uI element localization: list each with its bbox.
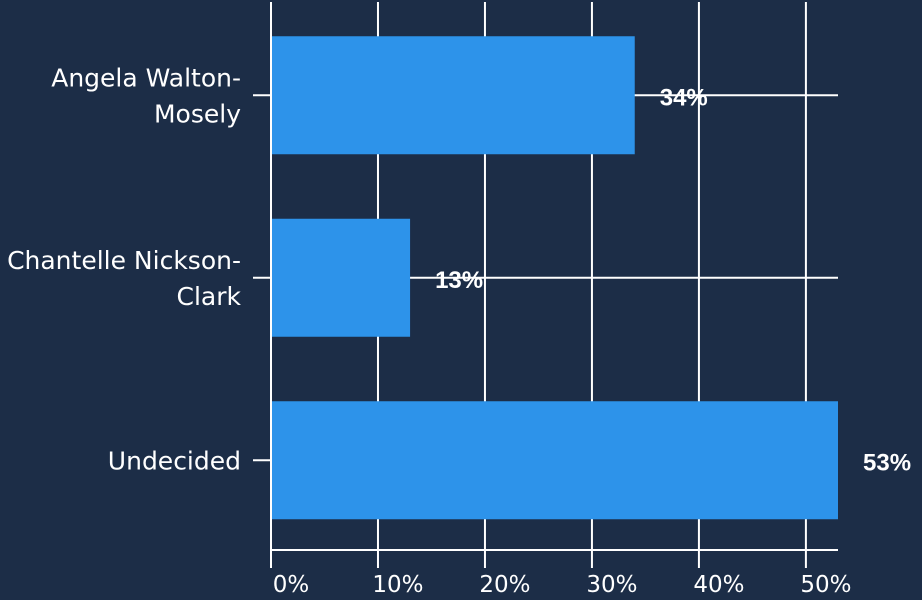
data-label-1: 13%	[435, 267, 483, 294]
x-tick-label-30: 30%	[586, 572, 637, 598]
x-tick-label-20: 20%	[479, 572, 530, 598]
category-label-0: Angela Walton-Mosely	[51, 63, 241, 128]
bars	[271, 36, 838, 520]
data-label-2: 53%	[863, 449, 911, 476]
x-tick-label-40: 40%	[693, 572, 744, 598]
category-label-2: Undecided	[108, 446, 241, 475]
bar-2	[271, 401, 838, 520]
category-label-1: Chantelle Nickson-Clark	[7, 246, 241, 311]
x-tick-label-50: 50%	[800, 572, 851, 598]
x-tick-label-10: 10%	[372, 572, 423, 598]
bar-0	[271, 36, 635, 155]
labels: 0% 10% 20% 30% 40% 50% Angela Walton-Mosely Cha…	[7, 63, 911, 598]
data-label-0: 34%	[660, 84, 708, 111]
axes	[253, 2, 838, 568]
bar-1	[271, 218, 411, 337]
x-tick-label-0: 0%	[273, 572, 310, 598]
